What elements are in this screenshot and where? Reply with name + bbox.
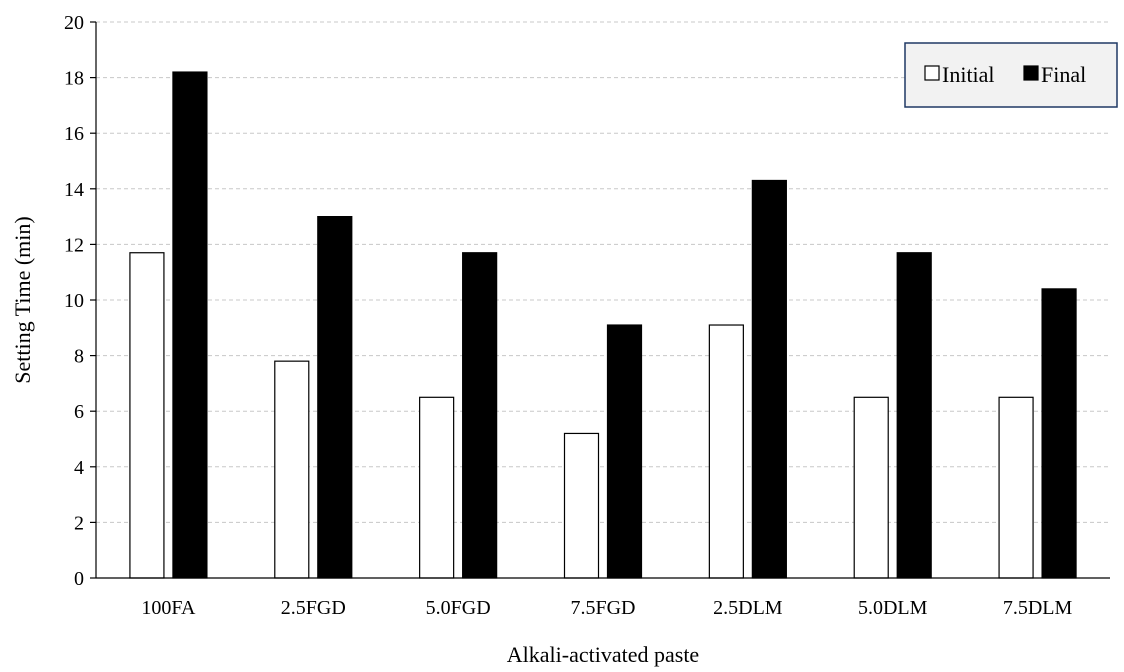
legend-swatch-final [1023,65,1039,81]
x-tick-label-6: 7.5DLM [1003,597,1073,619]
bars [129,71,1077,579]
y-tick-label-4: 8 [74,346,84,368]
y-tick-label-3: 6 [74,401,84,423]
x-tick-label-2: 5.0FGD [426,597,491,619]
bar-initial-2-5fgd [274,360,310,579]
bar-initial-2-5dlm [708,324,744,579]
y-tick-label-10: 20 [64,12,84,34]
y-tick-label-0: 0 [74,568,84,590]
legend-label-final: Final [1041,62,1086,87]
y-tick-label-7: 14 [64,179,84,201]
legend: Initial Final [904,42,1118,108]
y-tick-label-6: 12 [64,234,84,256]
bar-initial-5-0dlm [853,396,889,579]
bar-final-5-0fgd [462,252,498,579]
y-tick-label-8: 16 [64,123,84,145]
y-tick-label-5: 10 [64,290,84,312]
x-tick-label-4: 2.5DLM [713,597,783,619]
legend-swatch-initial [924,65,940,81]
gridlines [96,21,1110,523]
bar-final-7-5fgd [606,324,643,579]
x-tick-label-5: 5.0DLM [858,597,928,619]
bar-initial-7-5dlm [998,396,1034,579]
x-tick-label-1: 2.5FGD [281,597,346,619]
bar-final-5-0dlm [896,252,932,579]
y-tick-label-9: 18 [64,68,84,90]
y-axis-title: Setting Time (min) [10,216,35,383]
y-tick-label-1: 2 [74,512,84,534]
x-axis-title: Alkali-activated paste [507,642,699,667]
x-tick-label-0: 100FA [141,597,196,619]
bar-initial-5-0fgd [419,396,455,579]
bar-final-2-5fgd [317,216,353,579]
x-tick-label-3: 7.5FGD [570,597,635,619]
x-tick-labels: 100FA 2.5FGD 5.0FGD 7.5FGD 2.5DLM 5.0DLM 7.5DL… [141,597,1072,619]
bar-final-7-5dlm [1041,288,1077,579]
legend-label-initial: Initial [942,62,995,87]
y-tick-labels: 0 2 4 6 8 10 12 14 16 18 20 [64,12,96,590]
legend-box [904,42,1118,108]
bar-final-2-5dlm [751,179,787,579]
bar-initial-7-5fgd [563,432,600,579]
bar-initial-100fa [129,252,165,579]
y-tick-label-2: 4 [74,457,84,479]
bar-final-100fa [172,71,208,579]
